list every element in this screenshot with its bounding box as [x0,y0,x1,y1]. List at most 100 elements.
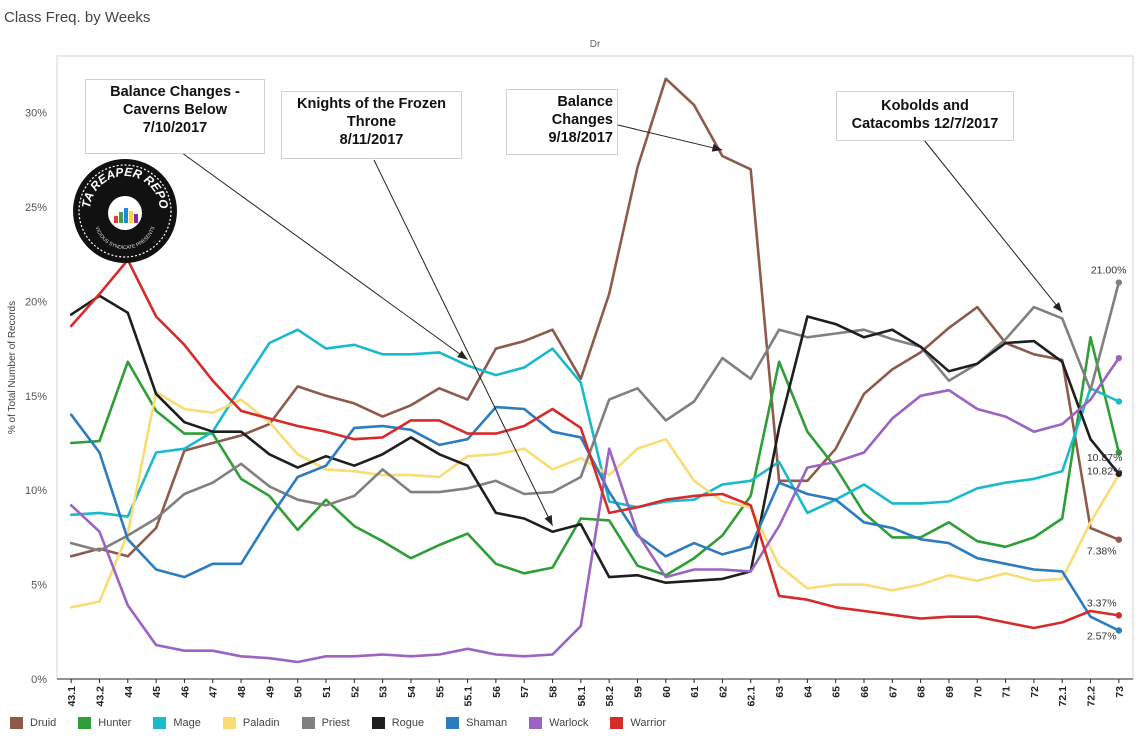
x-tick-label: 43.1 [66,686,78,707]
legend-label: Warlock [549,717,589,729]
annotation-caverns-line-2: Caverns Below [123,102,227,118]
end-label-paladin: 10.82% [1087,466,1123,478]
legend-swatch [301,717,315,729]
x-tick-label: 45 [151,686,163,698]
legend-label: Shaman [466,717,508,729]
annotation-arrow-line [373,159,553,526]
series-line-mage [69,328,1121,518]
end-label-druid: 7.38% [1087,546,1117,558]
legend-item-rogue: Rogue [371,717,425,729]
y-tick-label: 5% [31,580,47,592]
x-tick-label: 44 [123,686,135,698]
y-tick-label: 30% [25,108,47,120]
y-tick-label: 25% [25,202,47,214]
annotation-arrow-head [457,350,468,360]
annotation-arrow-line [177,149,468,361]
x-tick-label: 48 [236,686,248,698]
series-line-warlock [69,356,1121,664]
legend-swatch [222,717,236,729]
legend-label: Hunter [98,717,132,729]
x-tick-label: 50 [293,686,305,698]
x-tick-label: 65 [831,686,843,698]
legend-swatch [371,717,385,729]
annotation-balance-changes: Balance Changes 9/18/2017 [506,89,618,155]
x-tick-label: 57 [519,686,531,698]
legend-item-hunter: Hunter [78,717,131,729]
x-tick-label: 54 [406,686,418,698]
series-end-point-warrior [1115,612,1123,619]
legend-item-shaman: Shaman [446,717,507,729]
annotation-frozen-line-1: Knights of the Frozen [296,96,446,112]
series-end-point-priest [1115,279,1123,286]
x-tick-label: 60 [661,686,673,698]
x-tick-label: 63 [774,686,786,698]
x-tick-label: 51 [321,686,333,698]
x-tick-label: 70 [972,686,984,698]
x-tick-label: 73 [1114,686,1126,698]
data-reaper-logo: DATA REAPER REPORT VICIOUS SYNDICATE PRE… [72,158,177,263]
legend-item-mage: Mage [153,717,201,729]
legend-item-paladin: Paladin [222,717,280,729]
legend-swatch [446,717,460,729]
annotation-kobolds-line-1: Kobolds and [881,98,969,114]
annotation-arrow-head [1052,302,1063,313]
x-tick-label: 58.2 [604,686,616,707]
x-tick-label: 47 [208,686,220,698]
legend-label: Paladin [242,717,280,729]
annotation-arrow-line [923,139,1063,313]
annotation-kobolds-line-2: Catacombs 12/7/2017 [851,116,999,132]
annotation-kobolds: Kobolds and Catacombs 12/7/2017 [836,91,1014,141]
annotation-frozen-line-3: 8/11/2017 [339,132,404,148]
x-tick-label: 43.2 [94,686,106,707]
x-tick-label: 72.1 [1057,686,1069,707]
end-label-shaman: 2.57% [1087,630,1117,642]
legend-swatch [10,717,23,729]
x-tick-label: 67 [887,686,899,698]
y-tick-label: 20% [25,296,47,308]
legend-swatch [78,717,92,729]
annotation-caverns-below: Balance Changes - Caverns Below 7/10/201… [85,79,265,154]
legend-item-warrior: Warrior [610,717,666,729]
x-tick-label: 62.1 [746,686,758,707]
annotation-arrow-line [617,124,723,151]
annotation-balance-line-2: Changes [551,112,613,128]
x-tick-label: 61 [689,686,701,698]
x-tick-label: 55 [434,686,446,698]
x-tick-label: 46 [179,686,191,698]
end-label-priest: 21.00% [1091,265,1127,277]
legend-swatch [610,717,624,729]
x-tick-label: 62 [717,686,729,698]
annotation-caverns-line-1: Balance Changes - [110,84,240,100]
end-label-warrior: 3.37% [1087,597,1117,609]
legend-label: Mage [173,717,201,729]
series-line-warrior [69,258,1121,630]
series-end-point-druid [1115,536,1123,543]
annotation-balance-line-3: 9/18/2017 [548,130,613,146]
end-label-rogue: 10.87% [1087,452,1123,464]
chart-title: Class Freq. by Weeks [4,9,151,26]
x-tick-label: 58.1 [576,686,588,707]
legend-swatch [529,717,543,729]
series-end-point-warlock [1115,354,1123,362]
y-tick-label: 15% [25,391,47,403]
annotation-balance-line-1: Balance [557,94,613,110]
series-line-rogue [69,294,1121,584]
legend-item-priest: Priest [301,717,350,729]
x-tick-label: 72 [1029,686,1041,698]
x-tick-label: 58 [548,686,560,698]
x-tick-label: 68 [916,686,928,698]
annotation-caverns-line-3: 7/10/2017 [142,120,208,136]
series-end-point-mage [1115,398,1123,405]
annotation-arrow-head [711,143,723,152]
y-axis-label: % of Total Number of Records [7,301,18,434]
legend-label: Rogue [391,717,425,729]
series-end-point-shaman [1115,627,1123,634]
x-tick-label: 59 [632,686,644,698]
x-tick-label: 49 [264,686,276,698]
series-line-priest [69,281,1121,552]
annotation-frozen-line-2: Throne [346,114,397,130]
series-line-paladin [69,390,1121,609]
series-line-hunter [69,336,1121,577]
x-tick-label: 52 [349,686,361,698]
